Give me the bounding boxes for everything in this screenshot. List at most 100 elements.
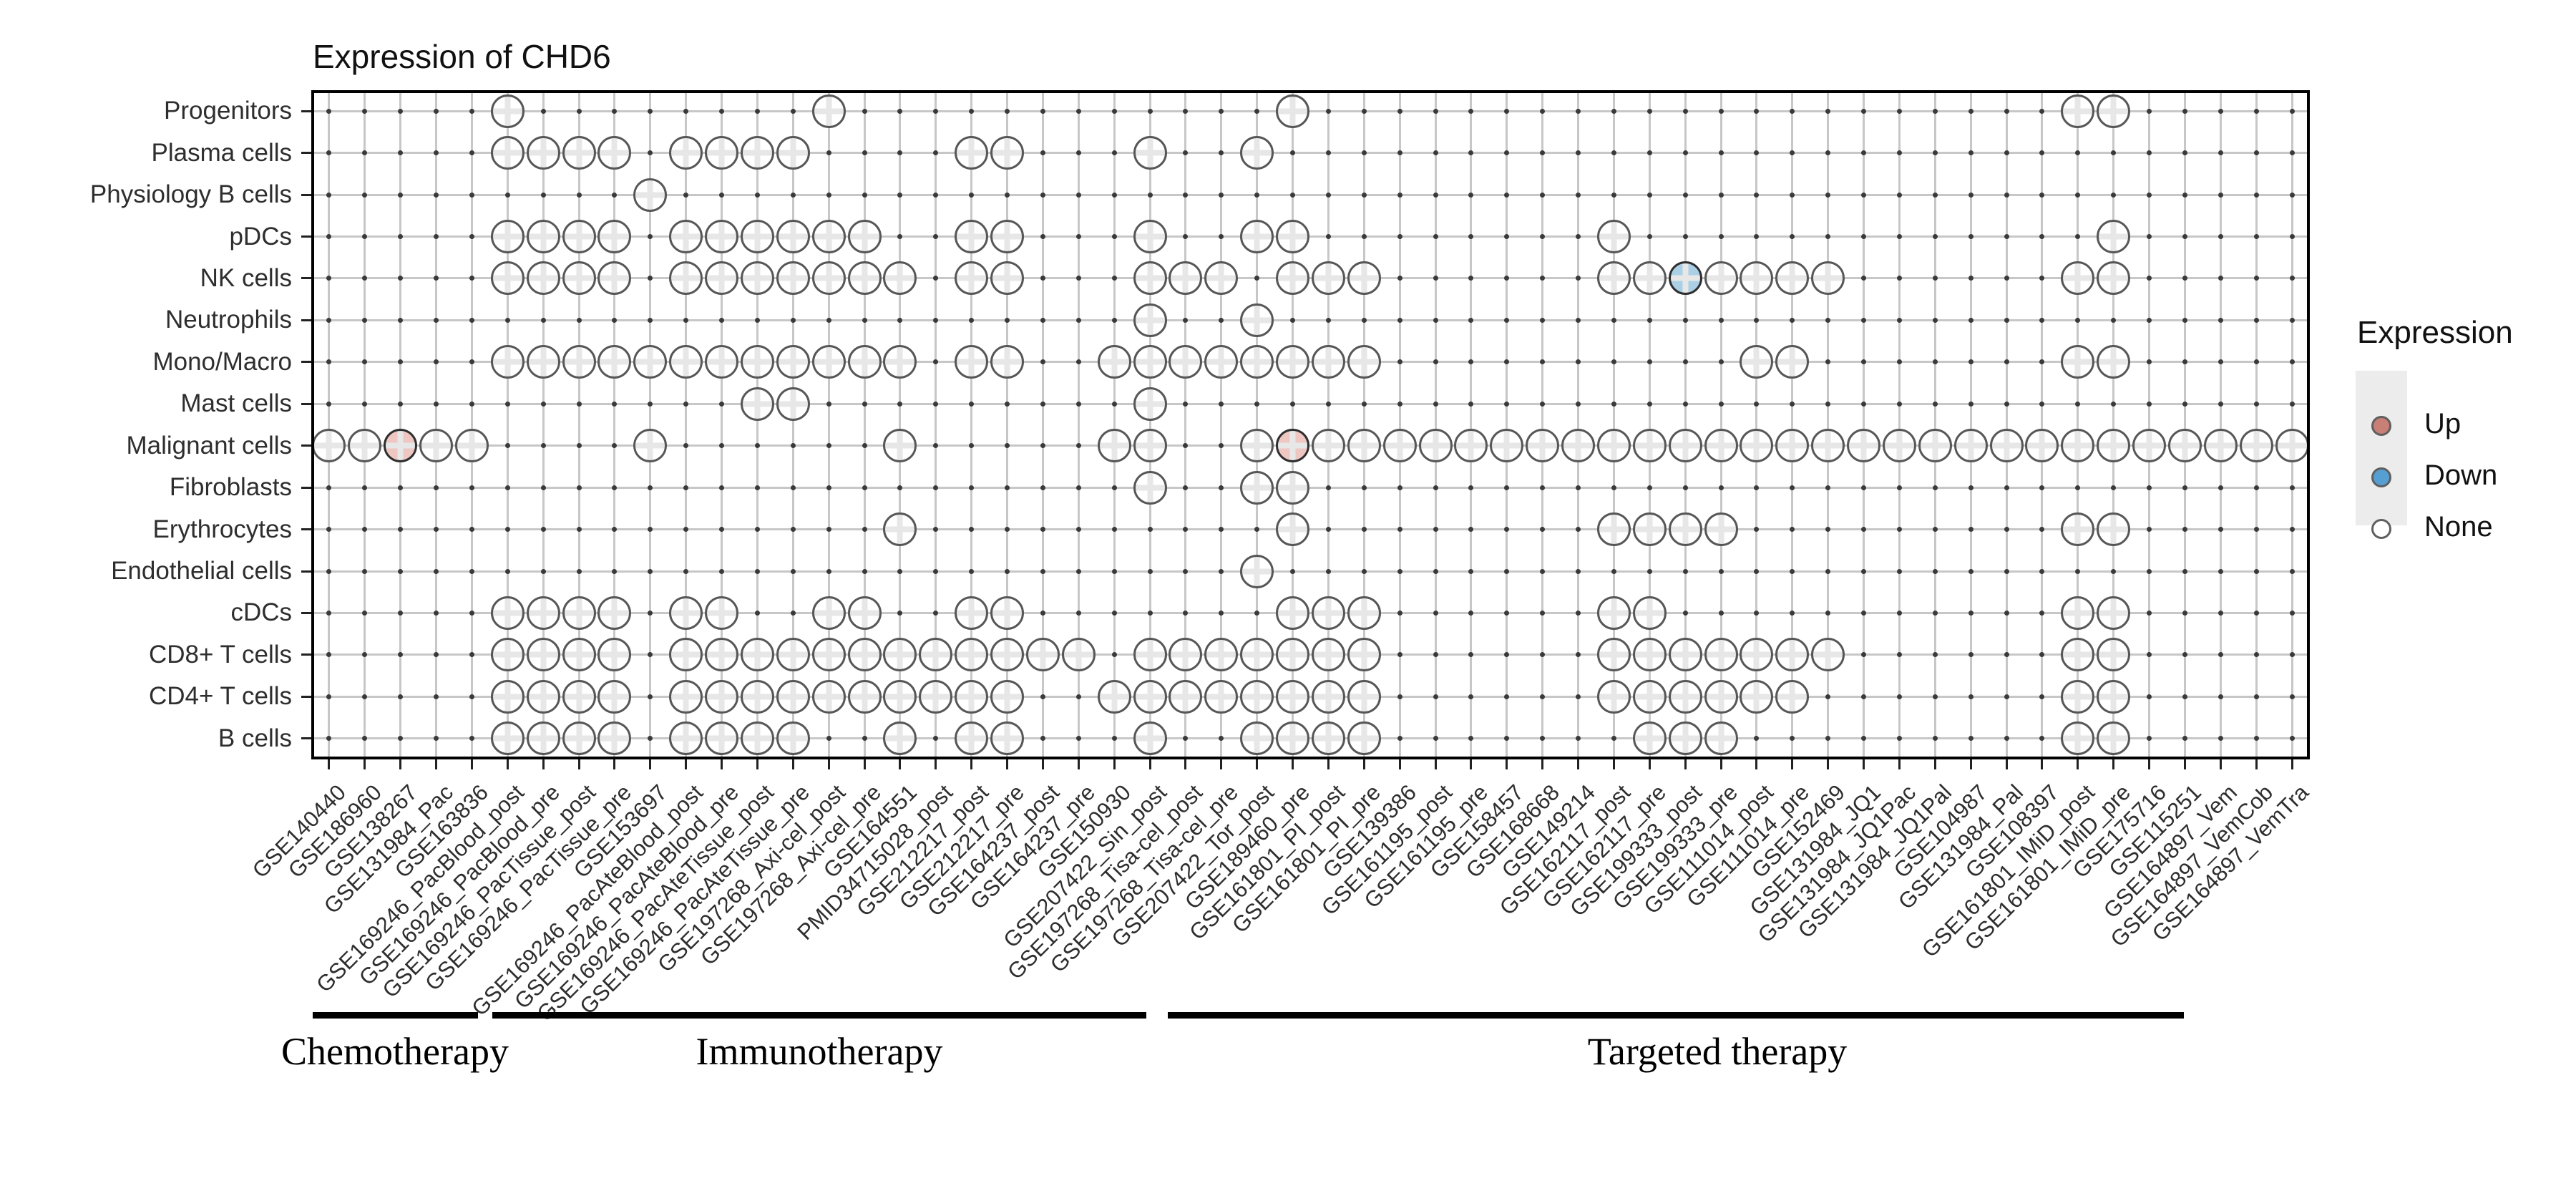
x-axis-tick: [1791, 759, 1794, 769]
grid-node: [1576, 401, 1581, 407]
grid-node: [1754, 736, 1760, 742]
grid-node: [862, 108, 867, 114]
grid-node: [1075, 401, 1081, 407]
grid-node: [1361, 485, 1367, 490]
grid-node: [2253, 694, 2259, 699]
legend-down-swatch: [2371, 467, 2391, 487]
expression-dot-none: [348, 429, 382, 463]
grid-node: [326, 192, 332, 198]
grid-node: [469, 568, 474, 574]
grid-node: [2147, 359, 2152, 365]
expression-dot-none: [597, 638, 632, 672]
expression-dot-none: [2061, 345, 2095, 379]
grid-node: [1005, 192, 1010, 198]
grid-node: [933, 150, 939, 156]
grid-node: [1005, 527, 1010, 533]
x-axis-tick: [1577, 759, 1580, 769]
x-axis-tick: [1684, 759, 1687, 769]
grid-node: [648, 401, 653, 407]
y-axis-tick: [301, 402, 311, 405]
expression-dot-none: [1632, 596, 1667, 630]
grid-node: [648, 527, 653, 533]
y-axis-tick: [301, 235, 311, 238]
expression-dot-none: [526, 679, 560, 714]
grid-node: [1718, 234, 1724, 240]
grid-node: [2253, 150, 2259, 156]
grid-node: [826, 192, 831, 198]
expression-dot-none: [1668, 638, 1702, 672]
grid-node: [1540, 694, 1546, 699]
grid-node: [969, 568, 975, 574]
grid-node: [1433, 108, 1438, 114]
expression-dot-none: [705, 136, 739, 170]
grid-node: [1219, 150, 1224, 156]
grid-node: [398, 736, 404, 742]
gridline-horizontal: [311, 528, 2310, 531]
grid-node: [1861, 610, 1867, 616]
x-axis-tick: [649, 759, 652, 769]
grid-node: [1397, 108, 1402, 114]
expression-dot-none: [847, 261, 882, 296]
grid-node: [576, 527, 582, 533]
grid-node: [1040, 401, 1045, 407]
gridline-vertical: [1863, 90, 1865, 759]
grid-node: [612, 317, 618, 323]
expression-dot-none: [883, 429, 917, 463]
grid-node: [362, 736, 368, 742]
x-axis-tick: [935, 759, 937, 769]
x-axis-tick: [2255, 759, 2258, 769]
grid-node: [2182, 150, 2187, 156]
grid-node: [434, 610, 439, 616]
expression-dot-none: [705, 721, 739, 756]
legend-down-label: Down: [2424, 460, 2498, 491]
gridline-vertical: [1113, 90, 1116, 759]
grid-node: [1361, 108, 1367, 114]
grid-node: [1219, 736, 1224, 742]
gridline-vertical: [435, 90, 438, 759]
grid-node: [1075, 108, 1081, 114]
x-axis-tick: [1327, 759, 1330, 769]
grid-node: [2182, 652, 2187, 658]
expression-dot-none: [1169, 638, 1203, 672]
grid-node: [469, 317, 474, 323]
grid-node: [2218, 694, 2223, 699]
grid-node: [1397, 485, 1402, 490]
expression-dot-none: [2061, 638, 2095, 672]
grid-node: [2147, 568, 2152, 574]
grid-node: [2004, 401, 2009, 407]
grid-node: [398, 694, 404, 699]
grid-node: [1861, 108, 1867, 114]
grid-node: [2182, 276, 2187, 281]
grid-node: [469, 276, 474, 281]
group-label-immunotherapy: Immunotherapy: [696, 1030, 943, 1073]
grid-node: [1718, 108, 1724, 114]
grid-node: [362, 359, 368, 365]
grid-node: [1433, 694, 1438, 699]
grid-node: [790, 317, 796, 323]
grid-node: [2039, 317, 2045, 323]
grid-node: [398, 108, 404, 114]
grid-node: [2004, 150, 2009, 156]
grid-node: [1219, 485, 1224, 490]
expression-dot-none: [990, 721, 1025, 756]
grid-node: [2218, 485, 2223, 490]
grid-node: [1254, 401, 1260, 407]
grid-node: [1325, 234, 1331, 240]
grid-node: [540, 568, 546, 574]
grid-node: [1896, 359, 1902, 365]
gridline-vertical: [1292, 90, 1294, 759]
grid-node: [1540, 610, 1546, 616]
grid-node: [2182, 694, 2187, 699]
grid-node: [1718, 610, 1724, 616]
grid-node: [969, 527, 975, 533]
grid-node: [1504, 401, 1510, 407]
grid-node: [504, 192, 510, 198]
grid-node: [1754, 192, 1760, 198]
grid-node: [1896, 694, 1902, 699]
grid-node: [2111, 568, 2117, 574]
expression-dot-none: [490, 261, 525, 296]
expression-dot-none: [1347, 596, 1381, 630]
expression-dot-none: [669, 596, 703, 630]
grid-node: [1825, 234, 1831, 240]
grid-node: [1290, 401, 1296, 407]
